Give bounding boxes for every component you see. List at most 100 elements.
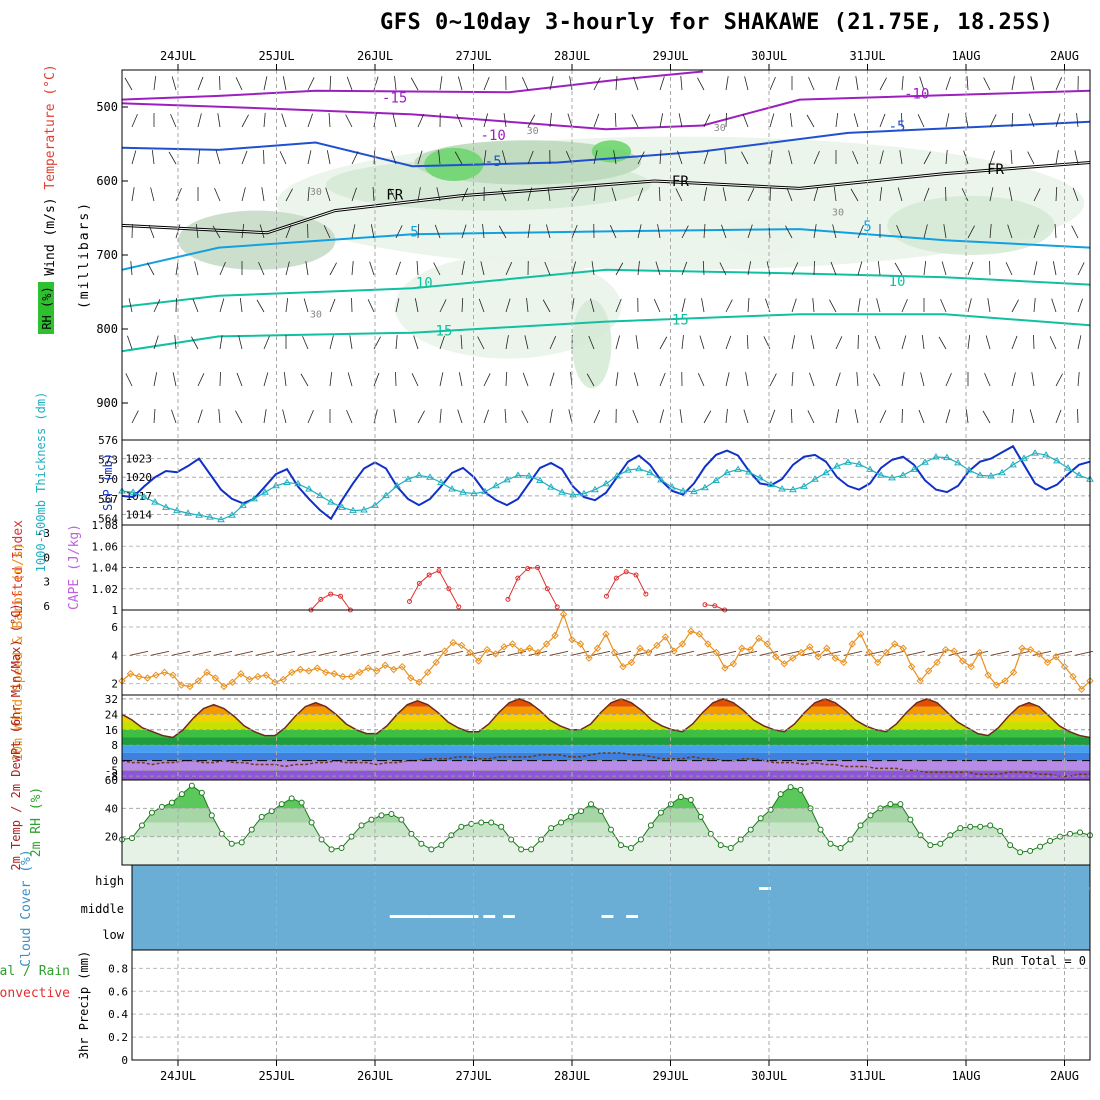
wind-marker bbox=[695, 630, 704, 638]
thick-marker bbox=[569, 490, 577, 498]
wind-barb bbox=[785, 225, 793, 239]
date-label-bottom: 29JUL bbox=[652, 1069, 688, 1083]
thick-marker bbox=[250, 494, 258, 502]
contour-15 bbox=[122, 313, 1090, 353]
wind-barb bbox=[813, 224, 817, 239]
wind-barb bbox=[346, 409, 353, 424]
wind-marker bbox=[772, 653, 780, 661]
wind-barb bbox=[395, 225, 403, 239]
rh-marker bbox=[687, 796, 694, 803]
wind-barb bbox=[806, 114, 815, 128]
wind-barb bbox=[482, 224, 485, 239]
panel-frame bbox=[121, 439, 1091, 526]
wind-barb bbox=[679, 409, 683, 424]
wind-marker bbox=[890, 640, 899, 648]
temp-line bbox=[121, 698, 1091, 739]
thick-marker bbox=[536, 476, 544, 484]
rh-marker bbox=[657, 809, 664, 816]
wind-barb bbox=[263, 113, 266, 128]
wind-barb bbox=[329, 335, 334, 350]
rh-marker bbox=[408, 830, 415, 837]
thick-marker bbox=[261, 488, 269, 495]
wind-marker bbox=[1069, 672, 1077, 681]
wind-barb bbox=[918, 409, 925, 424]
contour-fr-inner bbox=[122, 162, 1090, 234]
wind-marker bbox=[763, 640, 772, 648]
wind-marker bbox=[924, 667, 933, 675]
cloud-ylabel: Cloud Cover (%) bbox=[19, 849, 34, 966]
temp-tick-label: -8 bbox=[105, 770, 118, 783]
sfc-wind-barb bbox=[339, 650, 359, 656]
wind-barb bbox=[239, 298, 243, 313]
thick-marker bbox=[470, 489, 478, 497]
wind-barb bbox=[527, 150, 534, 165]
wind-barb bbox=[417, 410, 425, 424]
thick-marker bbox=[1053, 456, 1061, 464]
legend-convective: Convective bbox=[0, 986, 70, 1001]
rh-marker bbox=[957, 825, 964, 832]
thick-tick-label: 570 bbox=[98, 473, 118, 486]
wind-barb bbox=[702, 260, 705, 276]
rh-marker bbox=[258, 813, 265, 820]
rh-marker bbox=[647, 822, 654, 829]
wind-barb bbox=[263, 76, 268, 91]
wind-barb bbox=[307, 409, 314, 424]
wind-barb bbox=[697, 373, 705, 387]
wind-barb bbox=[263, 335, 270, 350]
wind-barb bbox=[769, 373, 777, 387]
wind-marker bbox=[831, 654, 839, 662]
wind-marker bbox=[899, 644, 907, 652]
rh-band bbox=[122, 836, 1090, 865]
wind-barb bbox=[483, 373, 491, 387]
precip-tick-label: 0.8 bbox=[108, 962, 128, 975]
wind-marker bbox=[194, 677, 203, 685]
sfc-wind-barb bbox=[906, 650, 926, 656]
wind-barb bbox=[1055, 373, 1063, 387]
wind-barb bbox=[901, 76, 904, 91]
wind-barb bbox=[659, 409, 665, 424]
wind-marker bbox=[670, 647, 678, 655]
wind-barb bbox=[549, 372, 555, 387]
wind-marker bbox=[381, 661, 389, 669]
wind-marker bbox=[1052, 653, 1060, 661]
wind-barb bbox=[547, 187, 551, 202]
wind-barb bbox=[1027, 151, 1035, 165]
wind-barb bbox=[894, 262, 903, 276]
temp-tick-label: 16 bbox=[105, 724, 118, 737]
cape-marker bbox=[436, 568, 442, 574]
wind-marker bbox=[288, 668, 296, 677]
wind-barb bbox=[747, 261, 752, 276]
rh-marker bbox=[627, 845, 634, 851]
wind-marker bbox=[559, 610, 568, 618]
wind-barb bbox=[148, 224, 155, 239]
wind-barb bbox=[300, 373, 309, 387]
wind-barb bbox=[413, 335, 419, 350]
wind-barb bbox=[279, 151, 287, 165]
wind-barb bbox=[351, 151, 359, 165]
wind-barb bbox=[131, 150, 137, 165]
wind-barb bbox=[879, 113, 886, 128]
wind-barb bbox=[307, 150, 312, 165]
wind-barb bbox=[351, 224, 356, 239]
cape-marker bbox=[318, 596, 324, 602]
wind-barb bbox=[372, 187, 375, 202]
wind-barb bbox=[241, 224, 245, 239]
cape-marker bbox=[446, 586, 452, 592]
wind-barb bbox=[1055, 113, 1061, 128]
wind-barb bbox=[373, 372, 380, 387]
thick-marker bbox=[910, 465, 918, 472]
cape-line bbox=[704, 604, 725, 611]
li-ylabel: Lifted Index bbox=[11, 520, 26, 614]
y-tick-label: 500 bbox=[96, 100, 118, 114]
wind-marker bbox=[967, 662, 975, 671]
wind-barb bbox=[967, 261, 974, 276]
wind-barb bbox=[724, 150, 727, 165]
wind-marker bbox=[780, 660, 789, 668]
sfc-wind-barb bbox=[696, 650, 716, 656]
date-label-bottom: 27JUL bbox=[455, 1069, 491, 1083]
rh-marker bbox=[757, 815, 764, 822]
wind-barb bbox=[347, 372, 353, 387]
wind-barb bbox=[697, 77, 705, 91]
wind-barb bbox=[439, 409, 442, 424]
